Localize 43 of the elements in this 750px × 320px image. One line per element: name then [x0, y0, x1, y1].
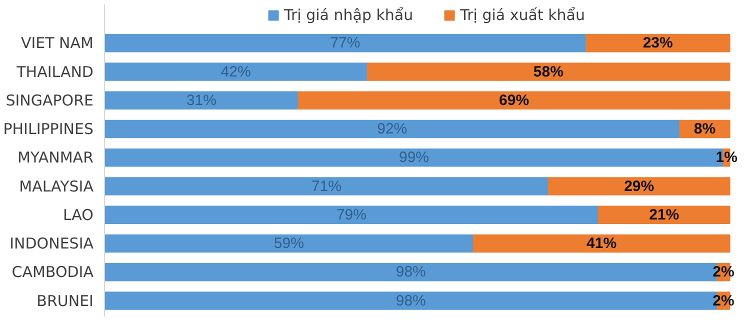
bar	[598, 206, 730, 224]
bar	[104, 234, 474, 253]
data-label: 21%	[649, 206, 680, 224]
data-label: 98%	[396, 264, 426, 281]
data-label: 99%	[398, 149, 430, 166]
bar	[104, 91, 299, 110]
legend-label: Trị giá xuất khẩu	[460, 6, 585, 24]
data-label: 23%	[642, 34, 673, 52]
data-label: 92%	[377, 120, 408, 138]
y-tick-label: PHILIPPINES	[3, 120, 94, 138]
data-label: 29%	[624, 178, 654, 195]
data-label: 69%	[499, 92, 530, 109]
bar	[472, 234, 730, 253]
y-tick-label: MALAYSIA	[19, 177, 94, 196]
bar	[548, 177, 730, 196]
data-label: 77%	[330, 34, 360, 52]
y-tick-label: LAO	[62, 206, 94, 224]
bar	[585, 34, 730, 52]
data-label: 58%	[533, 63, 564, 80]
data-label: 42%	[220, 63, 251, 80]
y-tick-label: THAILAND	[16, 62, 94, 81]
data-label: 1%	[716, 149, 738, 166]
bar	[298, 91, 730, 110]
data-label: 71%	[311, 178, 342, 195]
bar	[104, 120, 680, 138]
data-label: 41%	[586, 235, 617, 252]
data-label: 59%	[274, 235, 304, 252]
data-label: 31%	[186, 92, 216, 109]
data-label: 79%	[336, 206, 366, 224]
data-label: 98%	[396, 292, 426, 310]
bar	[366, 62, 730, 81]
y-tick-label: CAMBODIA	[12, 263, 94, 282]
y-tick-label: BRUNEI	[36, 292, 94, 310]
y-tick-label: VIET NAM	[20, 34, 94, 52]
y-tick-label: SINGAPORE	[6, 91, 94, 110]
y-tick-label: MYANMAR	[17, 148, 94, 167]
bar	[104, 206, 599, 224]
legend-label: Trị giá nhập khẩu	[284, 6, 414, 24]
y-tick-label: INDONESIA	[10, 234, 94, 253]
bar	[104, 62, 368, 81]
bar	[104, 34, 586, 52]
bar	[104, 177, 549, 196]
data-label: 8%	[694, 120, 716, 138]
